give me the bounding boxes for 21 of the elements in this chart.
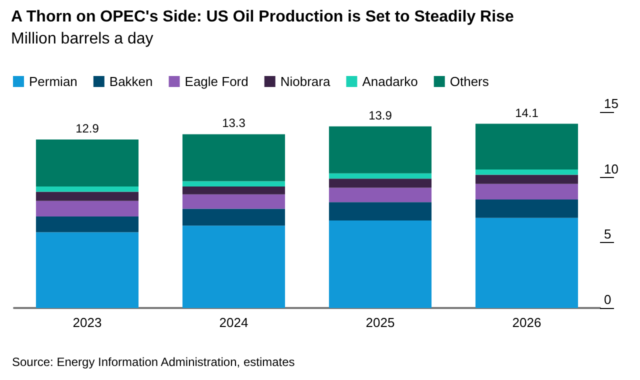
legend-label: Anadarko bbox=[362, 74, 418, 89]
chart-subtitle: Million barrels a day bbox=[11, 30, 154, 48]
x-tick-label: 2024 bbox=[219, 315, 248, 330]
x-tick-label: 2025 bbox=[366, 315, 395, 330]
y-tick-label: 0 bbox=[604, 292, 612, 307]
y-tick-label: 5 bbox=[604, 226, 612, 242]
total-label: 13.3 bbox=[222, 116, 246, 130]
total-label: 14.1 bbox=[515, 106, 539, 120]
total-label: 13.9 bbox=[368, 108, 392, 122]
x-tick-label: 2026 bbox=[512, 315, 542, 330]
y-tick-label: 15 bbox=[604, 96, 618, 111]
legend-label: Permian bbox=[29, 74, 78, 89]
total-label: 12.9 bbox=[76, 121, 100, 136]
source-note: Source: Energy Information Administration, estimates bbox=[12, 355, 295, 369]
legend-label: Eagle Ford bbox=[184, 74, 248, 89]
legend-label: Bakken bbox=[109, 74, 153, 89]
legend-label: Niobrara bbox=[280, 74, 331, 89]
y-tick-label: 10 bbox=[604, 161, 618, 176]
legend-label: Others bbox=[450, 74, 490, 89]
x-tick-label: 2023 bbox=[72, 315, 102, 330]
chart-title: A Thorn on OPEC's Side: US Oil Production is Set to Steadily Rise bbox=[11, 8, 514, 26]
